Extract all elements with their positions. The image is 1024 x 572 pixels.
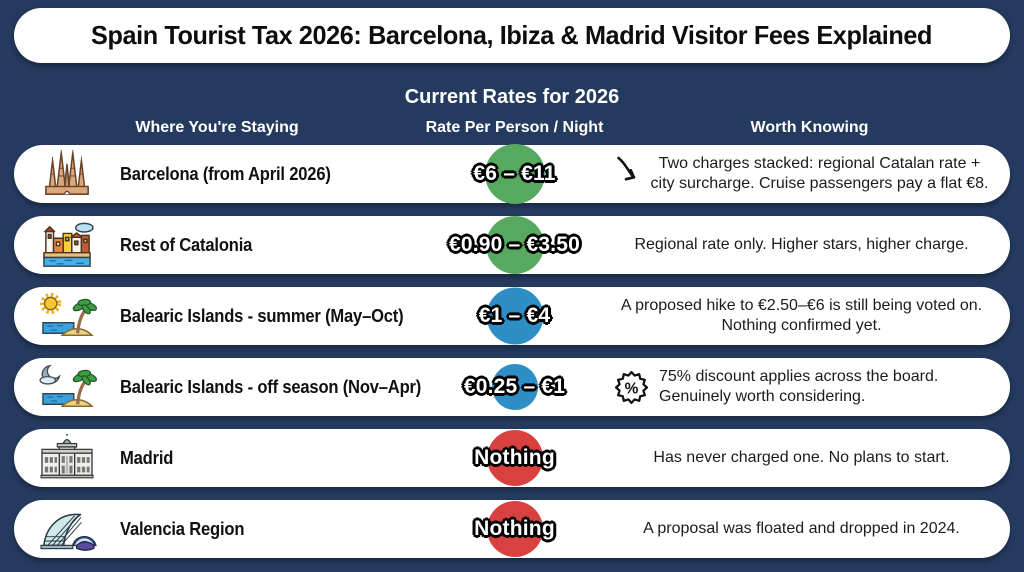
percent-badge-icon: % xyxy=(614,370,649,404)
curved-arrow-icon xyxy=(617,157,636,181)
rate-cell: Nothing xyxy=(420,500,609,558)
place-label: Balearic Islands - summer (May–Oct) xyxy=(120,305,404,326)
note-text: A proposal was floated and dropped in 20… xyxy=(643,520,960,538)
beach-sun-icon-cell xyxy=(14,291,120,341)
place-label: Barcelona (from April 2026) xyxy=(120,163,331,184)
catalonia-town-icon-cell xyxy=(14,220,120,270)
table-row: Balearic Islands - off season (Nov–Apr) … xyxy=(14,358,1010,416)
valencia-city-of-arts-icon-cell xyxy=(14,504,120,554)
note-cell: Two charges stacked: regional Catalan ra… xyxy=(609,154,1010,193)
rate-cell: €1 – €4 xyxy=(420,287,609,345)
place-label: Rest of Catalonia xyxy=(120,234,253,255)
rate-cell: €0.90 – €3.50 xyxy=(420,216,609,274)
note-cell: Regional rate only. Higher stars, higher… xyxy=(609,235,1010,255)
rate-cell: Nothing xyxy=(420,429,609,487)
rate-label: Nothing xyxy=(474,446,555,469)
place-label: Valencia Region xyxy=(120,518,245,539)
rate-circle xyxy=(484,144,545,204)
page-title: Spain Tourist Tax 2026: Barcelona, Ibiza… xyxy=(91,20,933,50)
rate-circle xyxy=(486,501,543,557)
rate-circle xyxy=(486,430,543,486)
rate-cell: €0.25 – €1 xyxy=(420,358,609,416)
beach-sun-icon xyxy=(40,292,97,336)
rate-label: €6 – €11 xyxy=(473,162,556,185)
rate-circle xyxy=(491,364,538,410)
table-row: Valencia Region Nothing A proposal was f… xyxy=(14,500,1010,558)
table-row: Barcelona (from April 2026) €6 – €11 Two… xyxy=(14,144,1010,204)
table-row: Madrid Nothing Has never charged one. No… xyxy=(14,429,1010,487)
note-text: Two charges stacked: regional Catalan ra… xyxy=(650,155,989,192)
column-headers: Where You're Staying Rate Per Person / N… xyxy=(14,119,1010,137)
note-cell: % 75% discount applies across the board.… xyxy=(609,367,1010,406)
sagrada-familia-icon xyxy=(45,149,89,195)
beach-moon-icon xyxy=(39,364,97,407)
madrid-palace-icon-cell xyxy=(14,433,120,483)
rate-circle xyxy=(485,216,544,274)
column-header-rate: Rate Per Person / Night xyxy=(425,119,604,136)
rate-label: €1 – €4 xyxy=(478,304,551,327)
percent-badge-icon-holder: % xyxy=(613,369,650,406)
rate-cell: €6 – €11 xyxy=(420,144,609,204)
note-text: 75% discount applies across the board. G… xyxy=(659,368,939,405)
sagrada-familia-icon-cell xyxy=(14,149,120,199)
place-label: Balearic Islands - off season (Nov–Apr) xyxy=(120,376,422,397)
note-text: A proposed hike to €2.50–€6 is still bei… xyxy=(620,297,983,334)
column-header-knowing: Worth Knowing xyxy=(750,119,869,136)
rate-circle xyxy=(486,287,543,345)
valencia-city-of-arts-icon xyxy=(40,513,97,551)
madrid-palace-icon xyxy=(40,433,94,479)
note-text: Has never charged one. No plans to start… xyxy=(653,449,950,467)
note-text: Regional rate only. Higher stars, higher… xyxy=(634,236,969,254)
place-label: Madrid xyxy=(120,447,174,468)
curved-arrow-icon-holder xyxy=(613,156,640,186)
note-cell: A proposed hike to €2.50–€6 is still bei… xyxy=(609,296,1010,335)
rate-label: €0.25 – €1 xyxy=(463,375,566,398)
catalonia-town-icon xyxy=(43,222,94,267)
note-cell: Has never charged one. No plans to start… xyxy=(609,448,1010,468)
note-cell: A proposal was floated and dropped in 20… xyxy=(609,519,1010,539)
table-row: Rest of Catalonia €0.90 – €3.50 Regional… xyxy=(14,216,1010,274)
beach-moon-icon-cell xyxy=(14,362,120,412)
title-banner: Spain Tourist Tax 2026: Barcelona, Ibiza… xyxy=(14,8,1010,63)
rows: Barcelona (from April 2026) €6 – €11 Two… xyxy=(14,144,1010,558)
rate-label: €0.90 – €3.50 xyxy=(448,233,581,256)
svg-text:%: % xyxy=(625,380,639,397)
subtitle: Current Rates for 2026 xyxy=(404,86,620,108)
rate-label: Nothing xyxy=(474,517,555,540)
column-header-staying: Where You're Staying xyxy=(135,119,299,136)
table-row: Balearic Islands - summer (May–Oct) €1 –… xyxy=(14,287,1010,345)
